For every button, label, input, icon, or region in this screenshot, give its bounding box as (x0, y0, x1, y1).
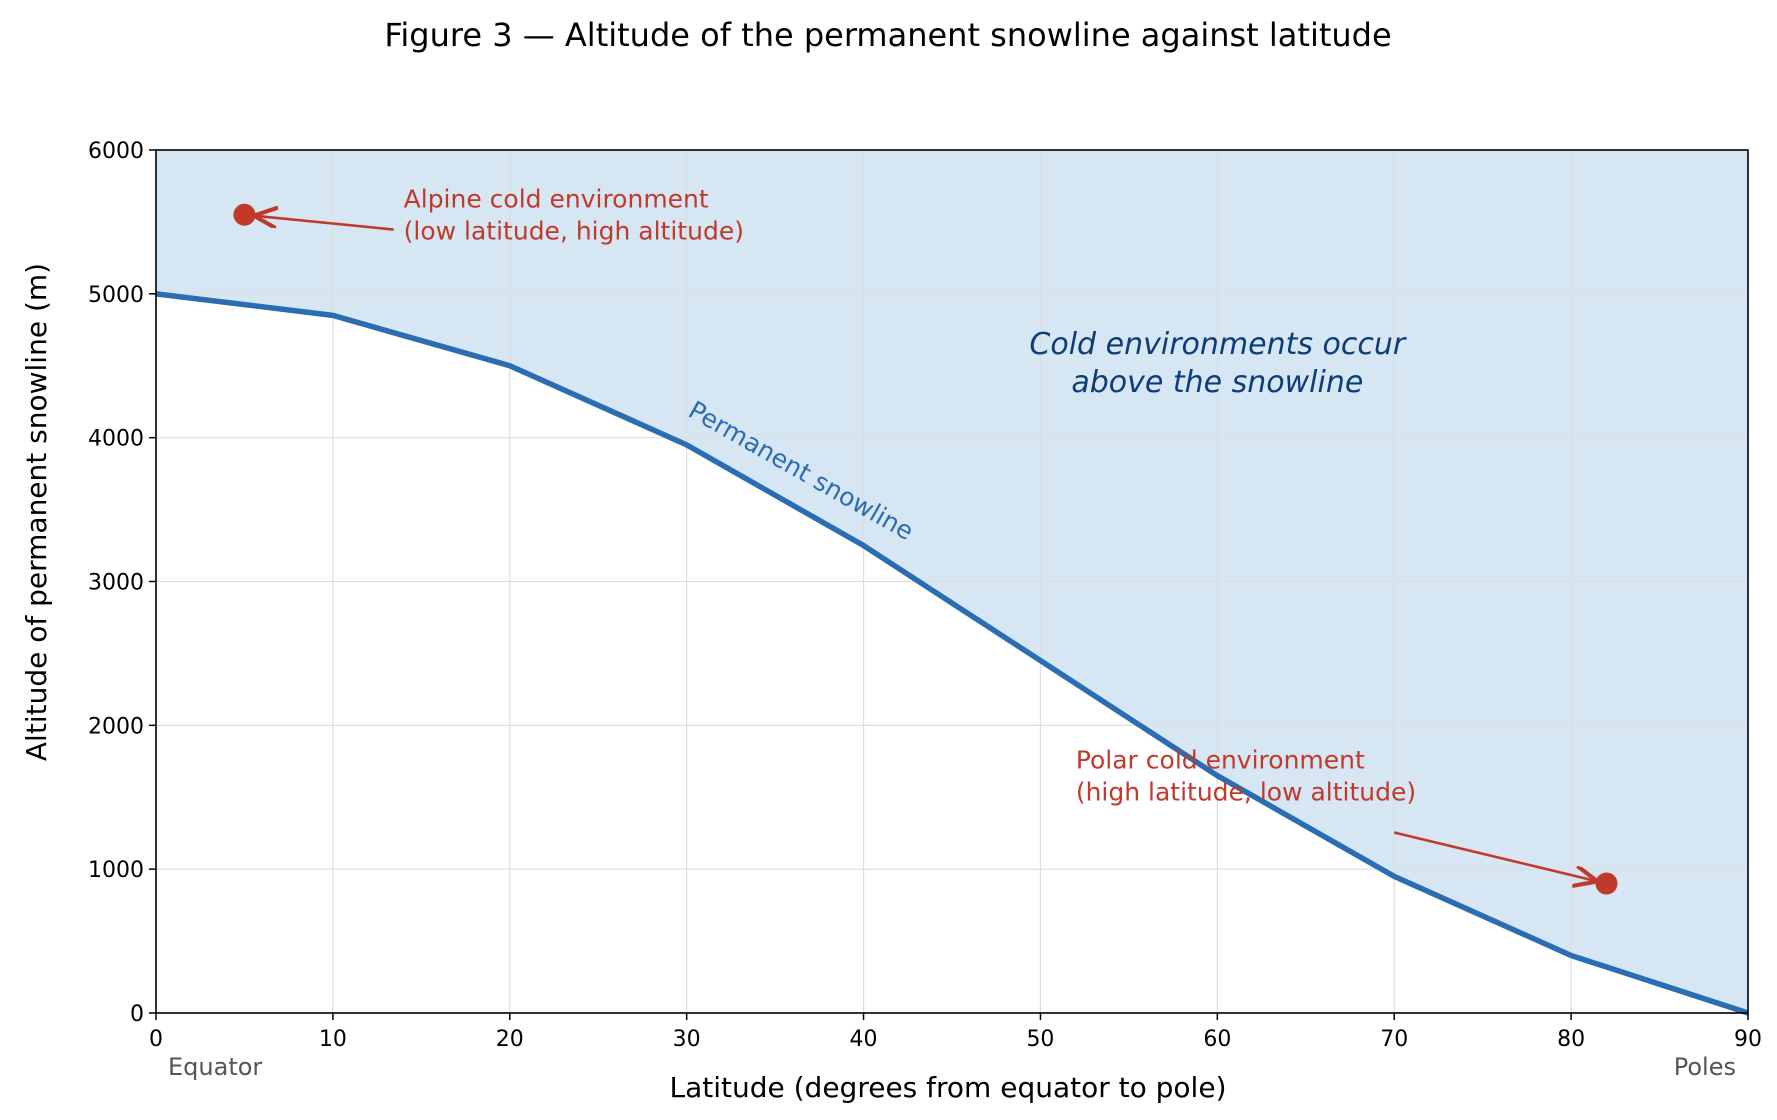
polar-point-marker (1595, 872, 1618, 895)
x-tick-label: 10 (319, 1027, 347, 1052)
x-tick-label: 60 (1203, 1027, 1231, 1052)
alpine-annotation-arrow (256, 216, 394, 231)
y-tick-label: 3000 (88, 571, 144, 596)
x-end-label-poles: Poles (1674, 1053, 1736, 1081)
x-tick-label: 90 (1734, 1027, 1762, 1052)
y-tick-label: 2000 (88, 714, 144, 739)
y-tick-label: 1000 (88, 858, 144, 883)
y-tick-label: 6000 (88, 139, 144, 164)
alpine-annotation-label: Alpine cold environment (low latitude, hi… (404, 185, 744, 246)
polar-annotation-label: Polar cold environment (high latitude, lo… (1076, 745, 1416, 806)
x-tick-label: 0 (149, 1027, 163, 1052)
y-tick-label: 0 (130, 1002, 144, 1027)
x-tick-label: 20 (496, 1027, 524, 1052)
y-axis-label: Altitude of permanent snowline (m) (20, 263, 53, 761)
x-axis-label: Latitude (degrees from equator to pole) (669, 1071, 1226, 1104)
y-tick-label: 4000 (88, 427, 144, 452)
snowline-series-line (155, 291, 1749, 1016)
polar-annotation-arrow (1393, 831, 1595, 880)
region-label: Cold environments occur above the snowlin… (1029, 327, 1406, 400)
y-tick-label: 5000 (88, 283, 144, 308)
x-tick-label: 70 (1380, 1027, 1408, 1052)
x-tick-label: 50 (1026, 1027, 1054, 1052)
x-end-label-equator: Equator (168, 1053, 262, 1081)
alpine-point-marker (233, 203, 256, 226)
x-tick-label: 80 (1557, 1027, 1585, 1052)
chart-title: Figure 3 — Altitude of the permanent sno… (384, 16, 1391, 54)
x-tick-label: 40 (850, 1027, 878, 1052)
x-tick-label: 30 (673, 1027, 701, 1052)
